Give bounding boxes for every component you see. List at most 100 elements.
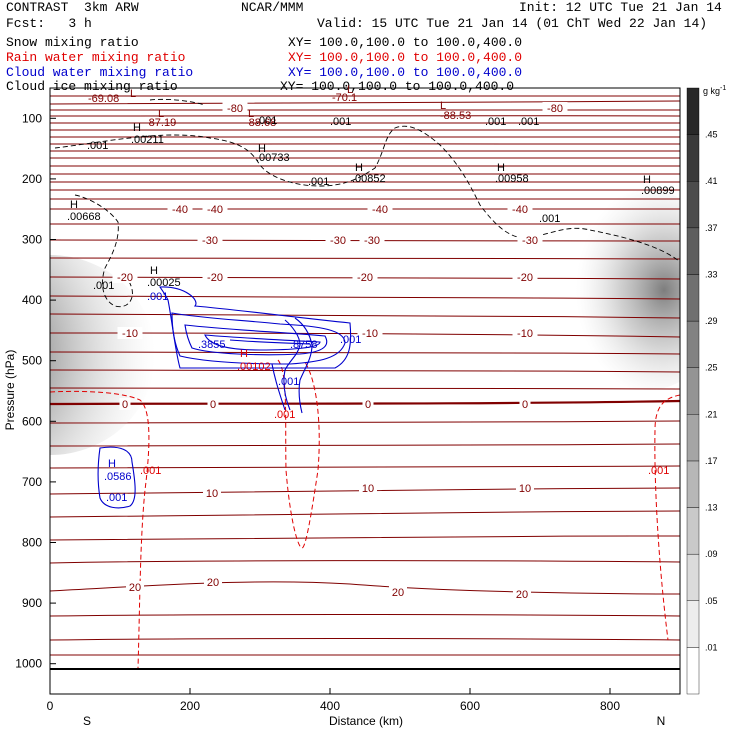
contour-annotation: L [440, 100, 446, 112]
isotherm-label-bg [389, 586, 407, 598]
isotherm-label-bg [362, 398, 374, 410]
contour-annotation: -88.68 [245, 117, 276, 129]
contour-annotation: -70.1 [332, 92, 357, 104]
colorbar-swatch [686, 507, 700, 555]
isotherm-label: -30 [202, 235, 218, 247]
isotherm-label-bg [352, 271, 378, 283]
header-fcst: Fcst: 3 h [6, 16, 92, 31]
isotherm-label-bg [513, 588, 531, 600]
colorbar-swatch [686, 87, 700, 135]
isotherm-label-bg [204, 576, 222, 588]
south-label: S [83, 714, 91, 728]
isotherm-label-bg [117, 327, 143, 339]
contour-annotation: .001 [93, 280, 114, 292]
colorbar-swatch [686, 414, 700, 462]
x-tick-label: 800 [600, 699, 620, 713]
legend-snow-xy: XY= 100.0,100.0 to 100.0,400.0 [288, 35, 523, 50]
colorbar-unit: g kg-1 [703, 85, 726, 96]
contour-annotation: L [130, 88, 136, 100]
isotherm-label: -80 [227, 103, 243, 115]
contour-annotation: L [248, 108, 254, 120]
legend-cloudwater-name: Cloud water mixing ratio [6, 65, 194, 80]
isotherm-label-bg [202, 203, 228, 215]
colorbar-swatch [686, 320, 700, 368]
north-label: N [657, 714, 666, 728]
contour-annotation: .00102 [237, 361, 271, 373]
isotherm-label: 10 [206, 488, 218, 500]
contour-annotation: .001 [308, 176, 329, 188]
isotherm-label-bg [519, 398, 531, 410]
isotherm-label-bg [507, 203, 533, 215]
y-tick-label: 200 [22, 172, 42, 186]
isotherm-label-bg [516, 482, 534, 494]
y-tick-label: 800 [22, 536, 42, 550]
colorbar-swatch [686, 600, 700, 648]
isotherm-label-bg [167, 203, 193, 215]
isotherm-label: -30 [522, 235, 538, 247]
isotherm-label-bg [126, 581, 144, 593]
header-valid: Valid: 15 UTC Tue 21 Jan 14 (01 ChT Wed … [317, 16, 708, 31]
isotherm-label: -40 [172, 204, 188, 216]
isotherm-label: -20 [117, 272, 133, 284]
isotherm-label: -40 [512, 204, 528, 216]
contour-annotation: -88.53 [440, 110, 471, 122]
colorbar-swatch [686, 460, 700, 508]
x-tick-label: 600 [460, 699, 480, 713]
contour-annotation: H [497, 162, 505, 174]
contour-annotation: .00211 [131, 134, 164, 146]
legend-rain-name: Rain water mixing ratio [6, 50, 186, 65]
contour-annotation: H [240, 348, 248, 360]
contour-annotation: .001 [340, 334, 361, 346]
contour-annotation: .0586 [104, 471, 132, 483]
contour-annotation: .00668 [67, 211, 101, 223]
isotherm-label: -80 [547, 103, 563, 115]
snow-shading-right [568, 190, 680, 390]
isotherm-label: -30 [330, 235, 346, 247]
isotherm-label-bg [222, 102, 248, 114]
cloud-ice-contours [54, 98, 680, 308]
colorbar: .01 .05 .09 .13 .17 .21 .25 .29 .33 .37 .41 .45 [686, 87, 718, 695]
contour-annotation: H [643, 174, 651, 186]
colorbar-label: .01 [705, 642, 718, 652]
legend-rain-xy: XY= 100.0,100.0 to 100.0,400.0 [288, 50, 523, 65]
isotherm-label-bg [517, 234, 543, 246]
contour-annotation: L [347, 84, 353, 96]
header-org: NCAR/MMM [241, 0, 304, 15]
isotherm-label-bg [542, 102, 568, 114]
contour-annotation: H [108, 458, 116, 470]
isotherm-label: 10 [362, 483, 374, 495]
y-tick-label: 300 [22, 233, 42, 247]
colorbar-label: .29 [705, 316, 718, 326]
contour-annotation: .001 [518, 116, 539, 128]
isotherm-label: -10 [362, 328, 378, 340]
isotherm-label-bg [119, 398, 131, 410]
isotherm-label: 20 [207, 577, 219, 589]
isotherm-label-bg [512, 271, 538, 283]
colorbar-label: .37 [705, 223, 718, 233]
isotherm-label-bg [359, 482, 377, 494]
isotherm-label-bg [207, 398, 219, 410]
colorbar-swatch [686, 274, 700, 322]
x-axis-title: Distance (km) [329, 714, 403, 728]
contour-annotation: .001 [87, 140, 108, 152]
contour-labels: -80 -80 -40 -40 -40 -40 -30 -30 -30 -30 -20 -20 -20 -… [67, 84, 675, 601]
header-model: CONTRAST 3km ARW [6, 0, 139, 15]
contour-annotation: .001 [256, 115, 277, 127]
isotherm-label-bg [325, 234, 351, 246]
isotherm-label: -20 [207, 272, 223, 284]
isotherm-label: 20 [516, 589, 528, 601]
contour-annotation: .00958 [495, 173, 529, 185]
colorbar-label: .09 [705, 549, 718, 559]
contour-annotation: L [158, 108, 164, 120]
isotherm-label: 0 [210, 399, 216, 411]
x-tick-label: 200 [180, 699, 200, 713]
legend-cloudice-name: Cloud ice mixing ratio [6, 79, 178, 94]
colorbar-label: .33 [705, 269, 718, 279]
legend-snow-name: Snow mixing ratio [6, 35, 139, 50]
colorbar-label: .17 [705, 456, 718, 466]
contour-annotation: .001 [648, 465, 669, 477]
axes: 0 200 400 600 800100200300400500600700800900… [15, 111, 620, 713]
contour-annotation: -87.19 [145, 117, 176, 129]
isotherm-label: -20 [357, 272, 373, 284]
